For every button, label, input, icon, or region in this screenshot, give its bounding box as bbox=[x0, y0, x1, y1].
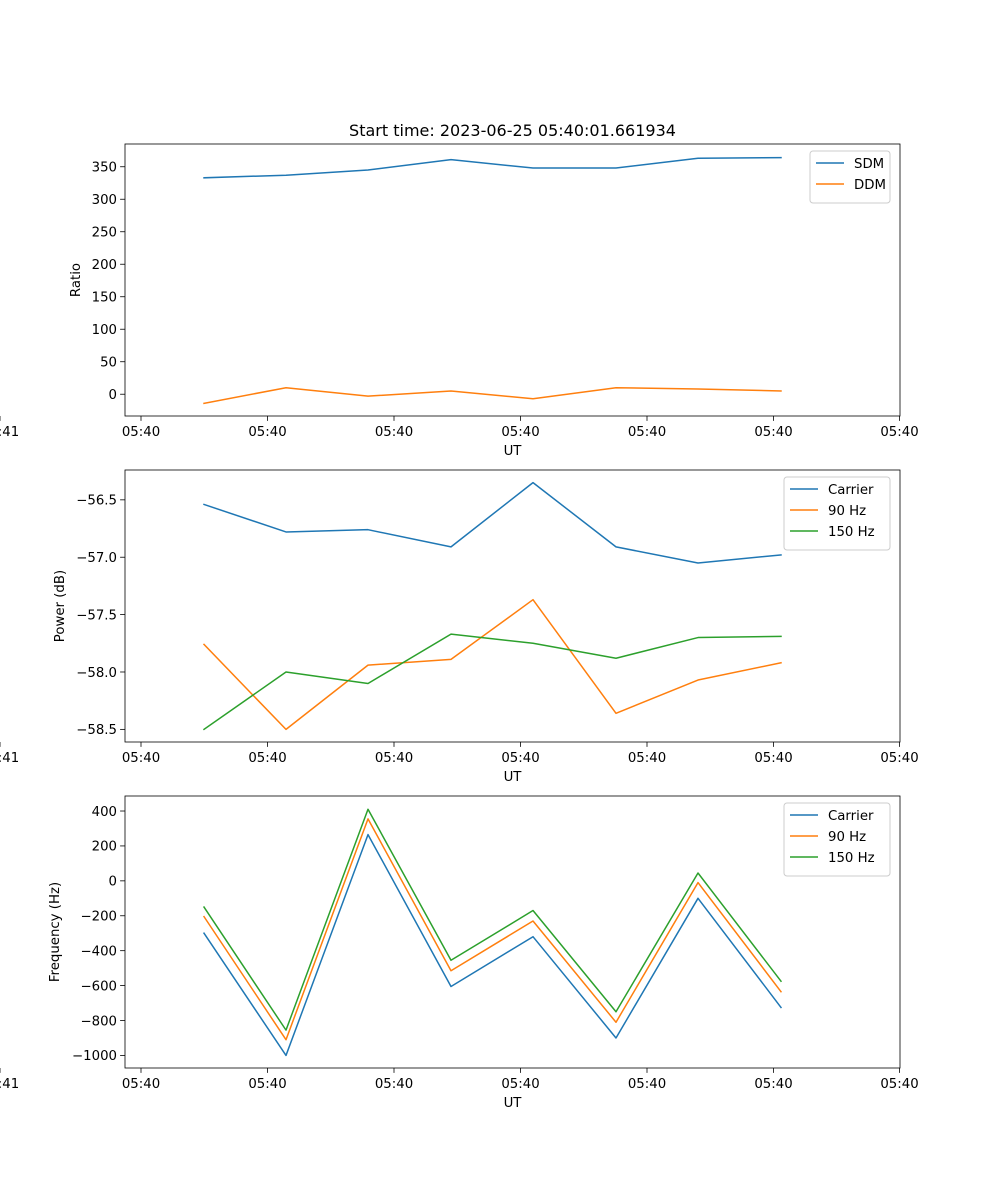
x-tick-label: 05:40 bbox=[248, 1077, 286, 1092]
legend-label-sdm: SDM bbox=[854, 157, 884, 172]
x-tick-label: 05:40 bbox=[880, 425, 918, 440]
y-tick-label: −57.5 bbox=[76, 608, 117, 623]
y-tick-label: 50 bbox=[100, 356, 117, 371]
x-tick-label: 05:40 bbox=[375, 1077, 413, 1092]
legend-box bbox=[809, 150, 891, 204]
power-panel: 05:40 05:40 05:40 05:40 05:40 05:40 05:40 05:41… bbox=[0, 469, 919, 785]
x-axis-label: UT bbox=[504, 770, 523, 785]
plot-frame bbox=[124, 795, 901, 1069]
series-line-carrier bbox=[203, 481, 782, 564]
y-tick-label: 100 bbox=[92, 323, 117, 338]
series-line-90-hz bbox=[202, 818, 783, 1041]
x-tick-label: 05:40 bbox=[122, 1077, 160, 1092]
x-tick-label: 05:40 bbox=[501, 751, 539, 766]
y-tick-label: 250 bbox=[92, 226, 117, 241]
y-tick-label: −58.5 bbox=[76, 723, 117, 738]
y-axis-label: Ratio bbox=[69, 263, 84, 297]
x-tick-label: 05:41 bbox=[0, 425, 19, 440]
y-tick-label: −200 bbox=[80, 910, 117, 925]
plot-frame bbox=[124, 143, 901, 417]
x-tick-label: 05:40 bbox=[122, 751, 160, 766]
frequency-panel: 05:40 05:40 05:40 05:40 05:40 05:40 05:40 05:41… bbox=[0, 795, 919, 1111]
y-tick-label: −57.0 bbox=[76, 551, 117, 566]
y-tick-label: 200 bbox=[92, 840, 117, 855]
y-tick-label: −58.0 bbox=[76, 666, 117, 681]
x-tick-label: 05:41 bbox=[0, 751, 19, 766]
legend-label-90-hz: 90 Hz bbox=[828, 504, 866, 519]
y-tick-label: −800 bbox=[80, 1014, 117, 1029]
x-tick-label: 05:40 bbox=[880, 1077, 918, 1092]
y-tick-label: 200 bbox=[92, 258, 117, 273]
legend-label-150-hz: 150 Hz bbox=[828, 851, 875, 866]
series-line-sdm bbox=[203, 156, 782, 179]
y-tick-label: −400 bbox=[80, 944, 117, 959]
x-tick-label: 05:40 bbox=[754, 425, 792, 440]
y-tick-label: 150 bbox=[92, 291, 117, 306]
x-tick-label: 05:40 bbox=[628, 751, 666, 766]
x-tick-label: 05:40 bbox=[248, 425, 286, 440]
y-tick-label: 0 bbox=[109, 388, 117, 403]
x-tick-label: 05:40 bbox=[754, 1077, 792, 1092]
y-tick-label: −600 bbox=[80, 979, 117, 994]
legend-label-ddm: DDM bbox=[854, 178, 886, 193]
x-tick-label: 05:41 bbox=[0, 1077, 19, 1092]
x-tick-label: 05:40 bbox=[248, 751, 286, 766]
x-tick-label: 05:40 bbox=[375, 425, 413, 440]
x-tick-label: 05:40 bbox=[501, 1077, 539, 1092]
x-tick-label: 05:40 bbox=[122, 425, 160, 440]
y-tick-label: −1000 bbox=[72, 1049, 117, 1064]
series-line-carrier bbox=[202, 833, 783, 1057]
x-axis-label: UT bbox=[504, 444, 523, 459]
y-axis-label: Frequency (Hz) bbox=[48, 882, 63, 982]
series-line-ddm bbox=[203, 386, 782, 405]
x-tick-label: 05:40 bbox=[375, 751, 413, 766]
x-tick-label: 05:40 bbox=[628, 1077, 666, 1092]
ratio-panel: 05:40 05:40 05:40 05:40 05:40 05:40 05:40 05:41… bbox=[0, 143, 919, 459]
x-tick-label: 05:40 bbox=[501, 425, 539, 440]
y-tick-label: 300 bbox=[92, 193, 117, 208]
y-tick-label: −56.5 bbox=[76, 494, 117, 509]
series-line-150-hz bbox=[202, 633, 782, 731]
y-tick-label: 400 bbox=[92, 805, 117, 820]
y-tick-label: 0 bbox=[109, 875, 117, 890]
legend-label-carrier: Carrier bbox=[828, 483, 874, 498]
x-axis-label: UT bbox=[504, 1096, 523, 1111]
series-line-150-hz bbox=[202, 808, 783, 1031]
legend-label-carrier: Carrier bbox=[828, 809, 874, 824]
x-tick-label: 05:40 bbox=[880, 751, 918, 766]
y-tick-label: 350 bbox=[92, 161, 117, 176]
legend-label-90-hz: 90 Hz bbox=[828, 830, 866, 845]
legend-label-150-hz: 150 Hz bbox=[828, 525, 875, 540]
series-line-90-hz bbox=[202, 598, 782, 731]
x-tick-label: 05:40 bbox=[628, 425, 666, 440]
figure-title: Start time: 2023-06-25 05:40:01.661934 bbox=[349, 121, 676, 140]
plot-frame bbox=[124, 469, 901, 743]
y-axis-label: Power (dB) bbox=[53, 570, 68, 642]
x-tick-label: 05:40 bbox=[754, 751, 792, 766]
